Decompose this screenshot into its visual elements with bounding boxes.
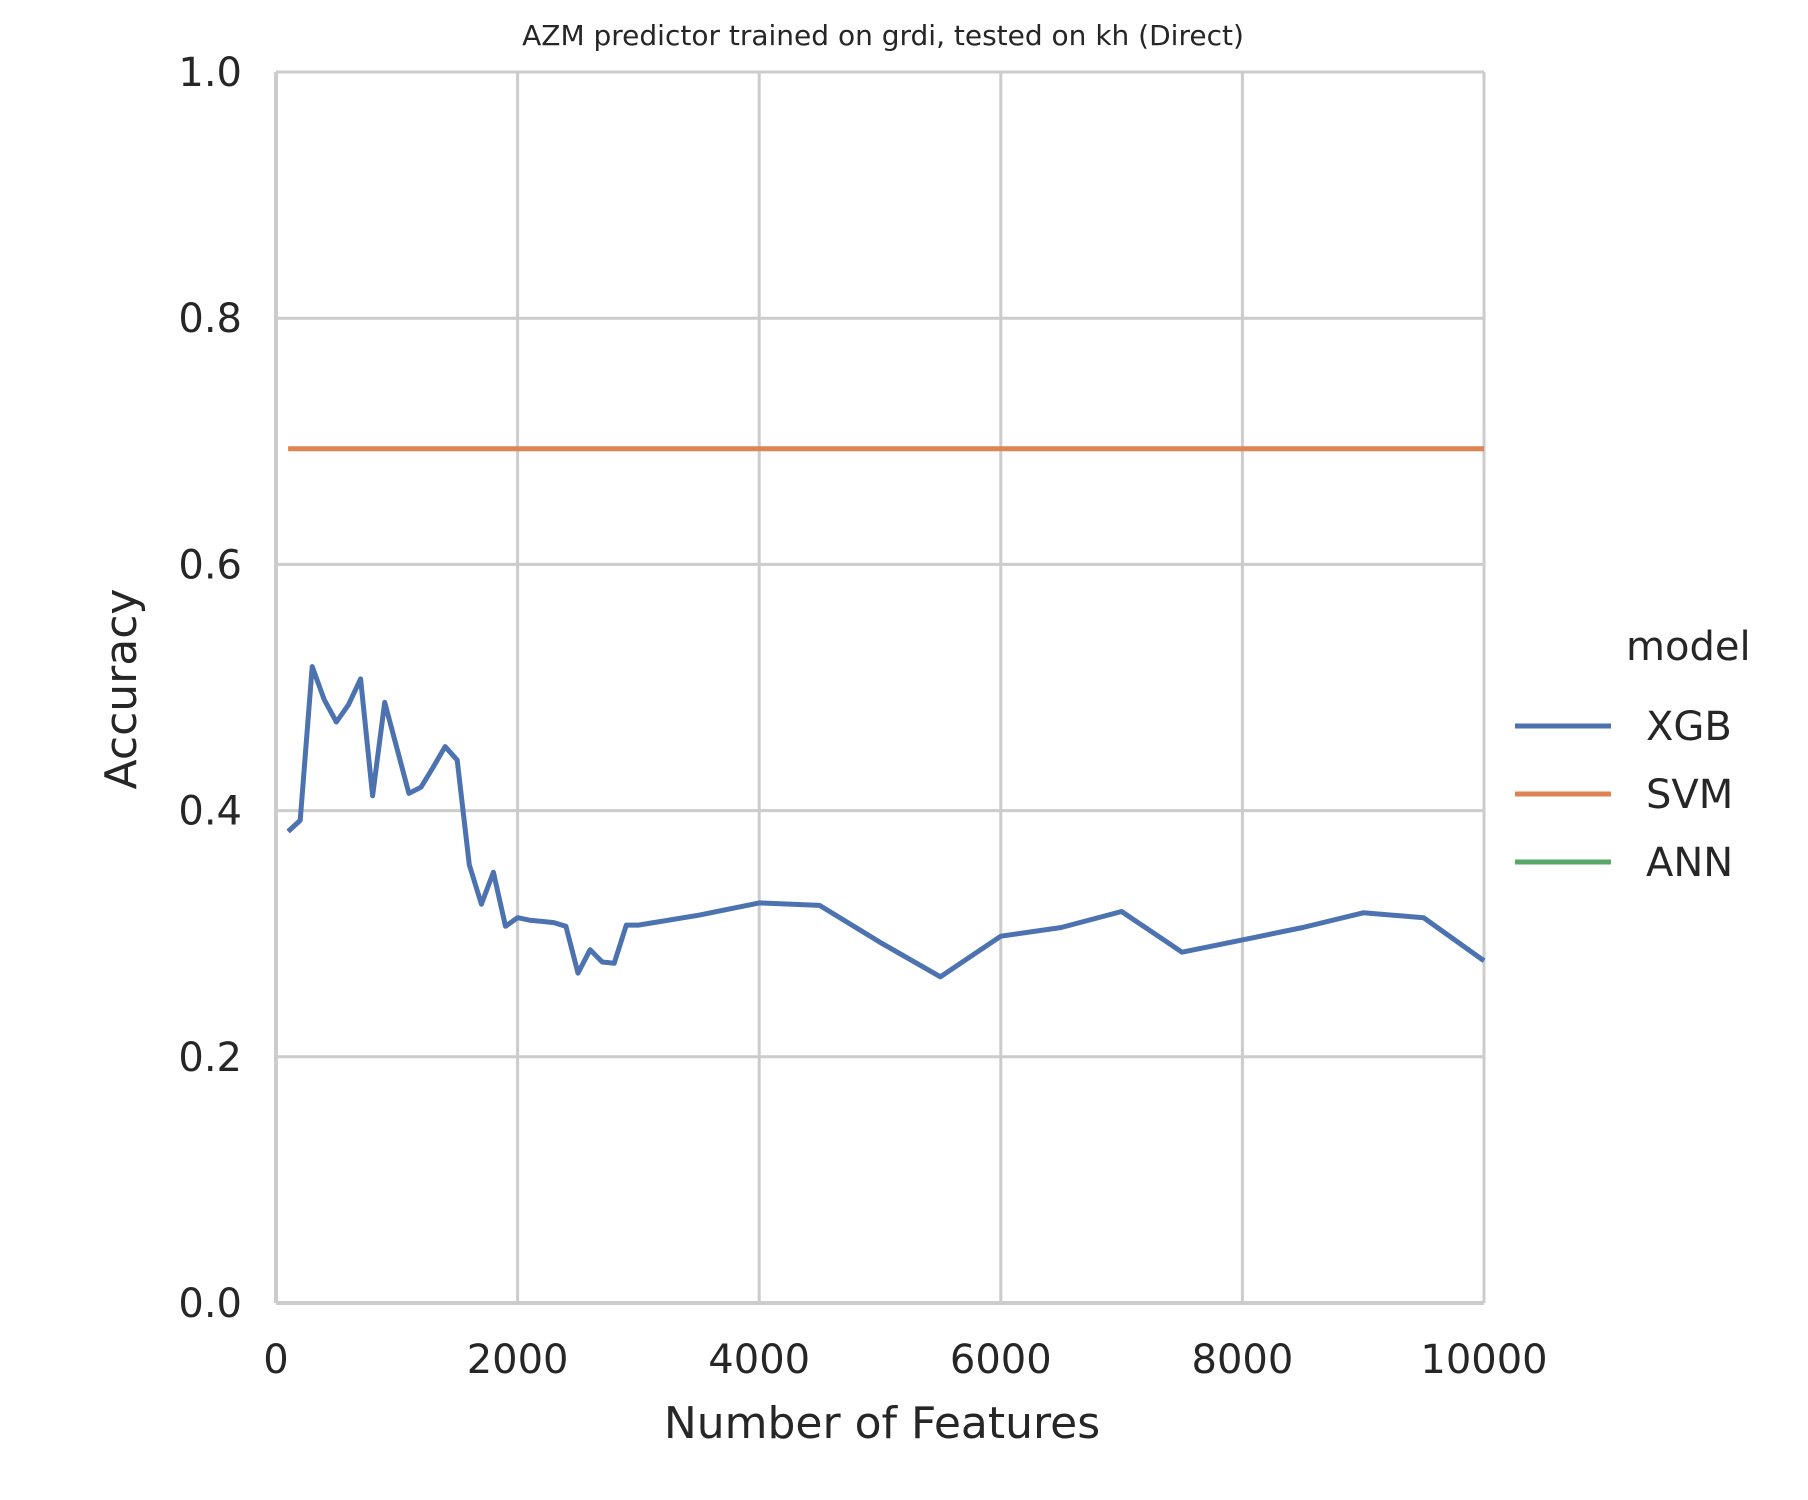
y-tick-label: 1.0 — [178, 50, 242, 96]
x-tick-label: 4000 — [708, 1337, 810, 1383]
grid — [274, 70, 1486, 1305]
x-tick-label: 2000 — [467, 1337, 569, 1383]
legend-label-ann: ANN — [1646, 840, 1733, 886]
x-tick-label: 10000 — [1420, 1337, 1547, 1383]
x-tick-label: 0 — [263, 1337, 288, 1383]
series-line-xgb — [286, 664, 1486, 980]
y-tick-label: 0.6 — [178, 542, 242, 588]
chart-title: AZM predictor trained on grdi, tested on… — [522, 19, 1244, 52]
legend: model XGB SVM ANN — [1515, 624, 1751, 886]
y-tick-label: 0.2 — [178, 1035, 242, 1081]
x-tick-label: 8000 — [1192, 1337, 1294, 1383]
x-tick-label: 6000 — [950, 1337, 1052, 1383]
x-axis-ticks: 0 2000 4000 6000 8000 10000 — [263, 1337, 1547, 1383]
y-tick-label: 0.4 — [178, 789, 242, 835]
y-axis-label: Accuracy — [96, 589, 147, 790]
legend-title: model — [1626, 624, 1751, 670]
x-axis-label: Number of Features — [664, 1398, 1100, 1449]
legend-label-svm: SVM — [1646, 772, 1733, 818]
series-lines — [286, 446, 1486, 980]
axes-frame — [274, 72, 1484, 1305]
y-tick-label: 0.0 — [178, 1281, 242, 1327]
y-axis-ticks: 0.0 0.2 0.4 0.6 0.8 1.0 — [178, 50, 242, 1327]
legend-label-xgb: XGB — [1646, 704, 1732, 750]
y-tick-label: 0.8 — [178, 296, 242, 342]
